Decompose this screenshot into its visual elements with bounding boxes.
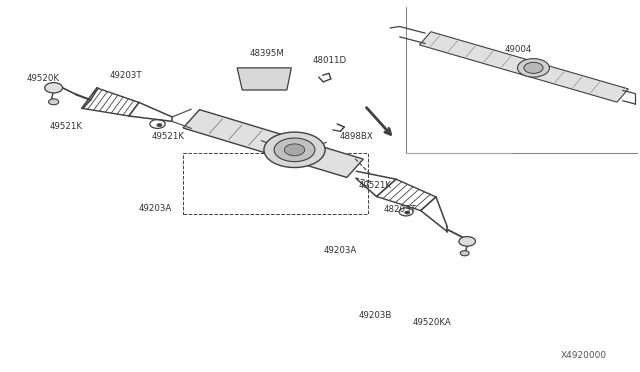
Circle shape	[264, 132, 325, 167]
Polygon shape	[237, 68, 291, 90]
Circle shape	[460, 251, 469, 256]
Circle shape	[45, 83, 63, 93]
Text: 49004: 49004	[505, 45, 532, 54]
Text: 48011D: 48011D	[312, 56, 346, 65]
Circle shape	[524, 62, 543, 73]
Circle shape	[49, 99, 59, 105]
Circle shape	[459, 237, 476, 246]
Text: 49521K: 49521K	[358, 182, 391, 190]
Circle shape	[518, 59, 549, 77]
Text: 49521K: 49521K	[151, 132, 184, 141]
Text: 49203T: 49203T	[109, 71, 142, 80]
Circle shape	[157, 124, 162, 126]
Text: 49203A: 49203A	[138, 203, 172, 213]
Text: 49203B: 49203B	[358, 311, 392, 320]
Text: 4898BX: 4898BX	[339, 132, 373, 141]
Text: 48395M: 48395M	[250, 49, 285, 58]
Circle shape	[404, 211, 410, 214]
Polygon shape	[183, 110, 364, 177]
Text: 49520KA: 49520KA	[412, 318, 451, 327]
Text: 48203T: 48203T	[384, 205, 417, 215]
Text: 49521K: 49521K	[49, 122, 82, 131]
Polygon shape	[419, 32, 628, 102]
Text: X4920000: X4920000	[561, 350, 607, 359]
Text: 49520K: 49520K	[27, 74, 60, 83]
Circle shape	[274, 138, 315, 161]
Text: 49203A: 49203A	[323, 246, 356, 255]
Circle shape	[284, 144, 305, 156]
